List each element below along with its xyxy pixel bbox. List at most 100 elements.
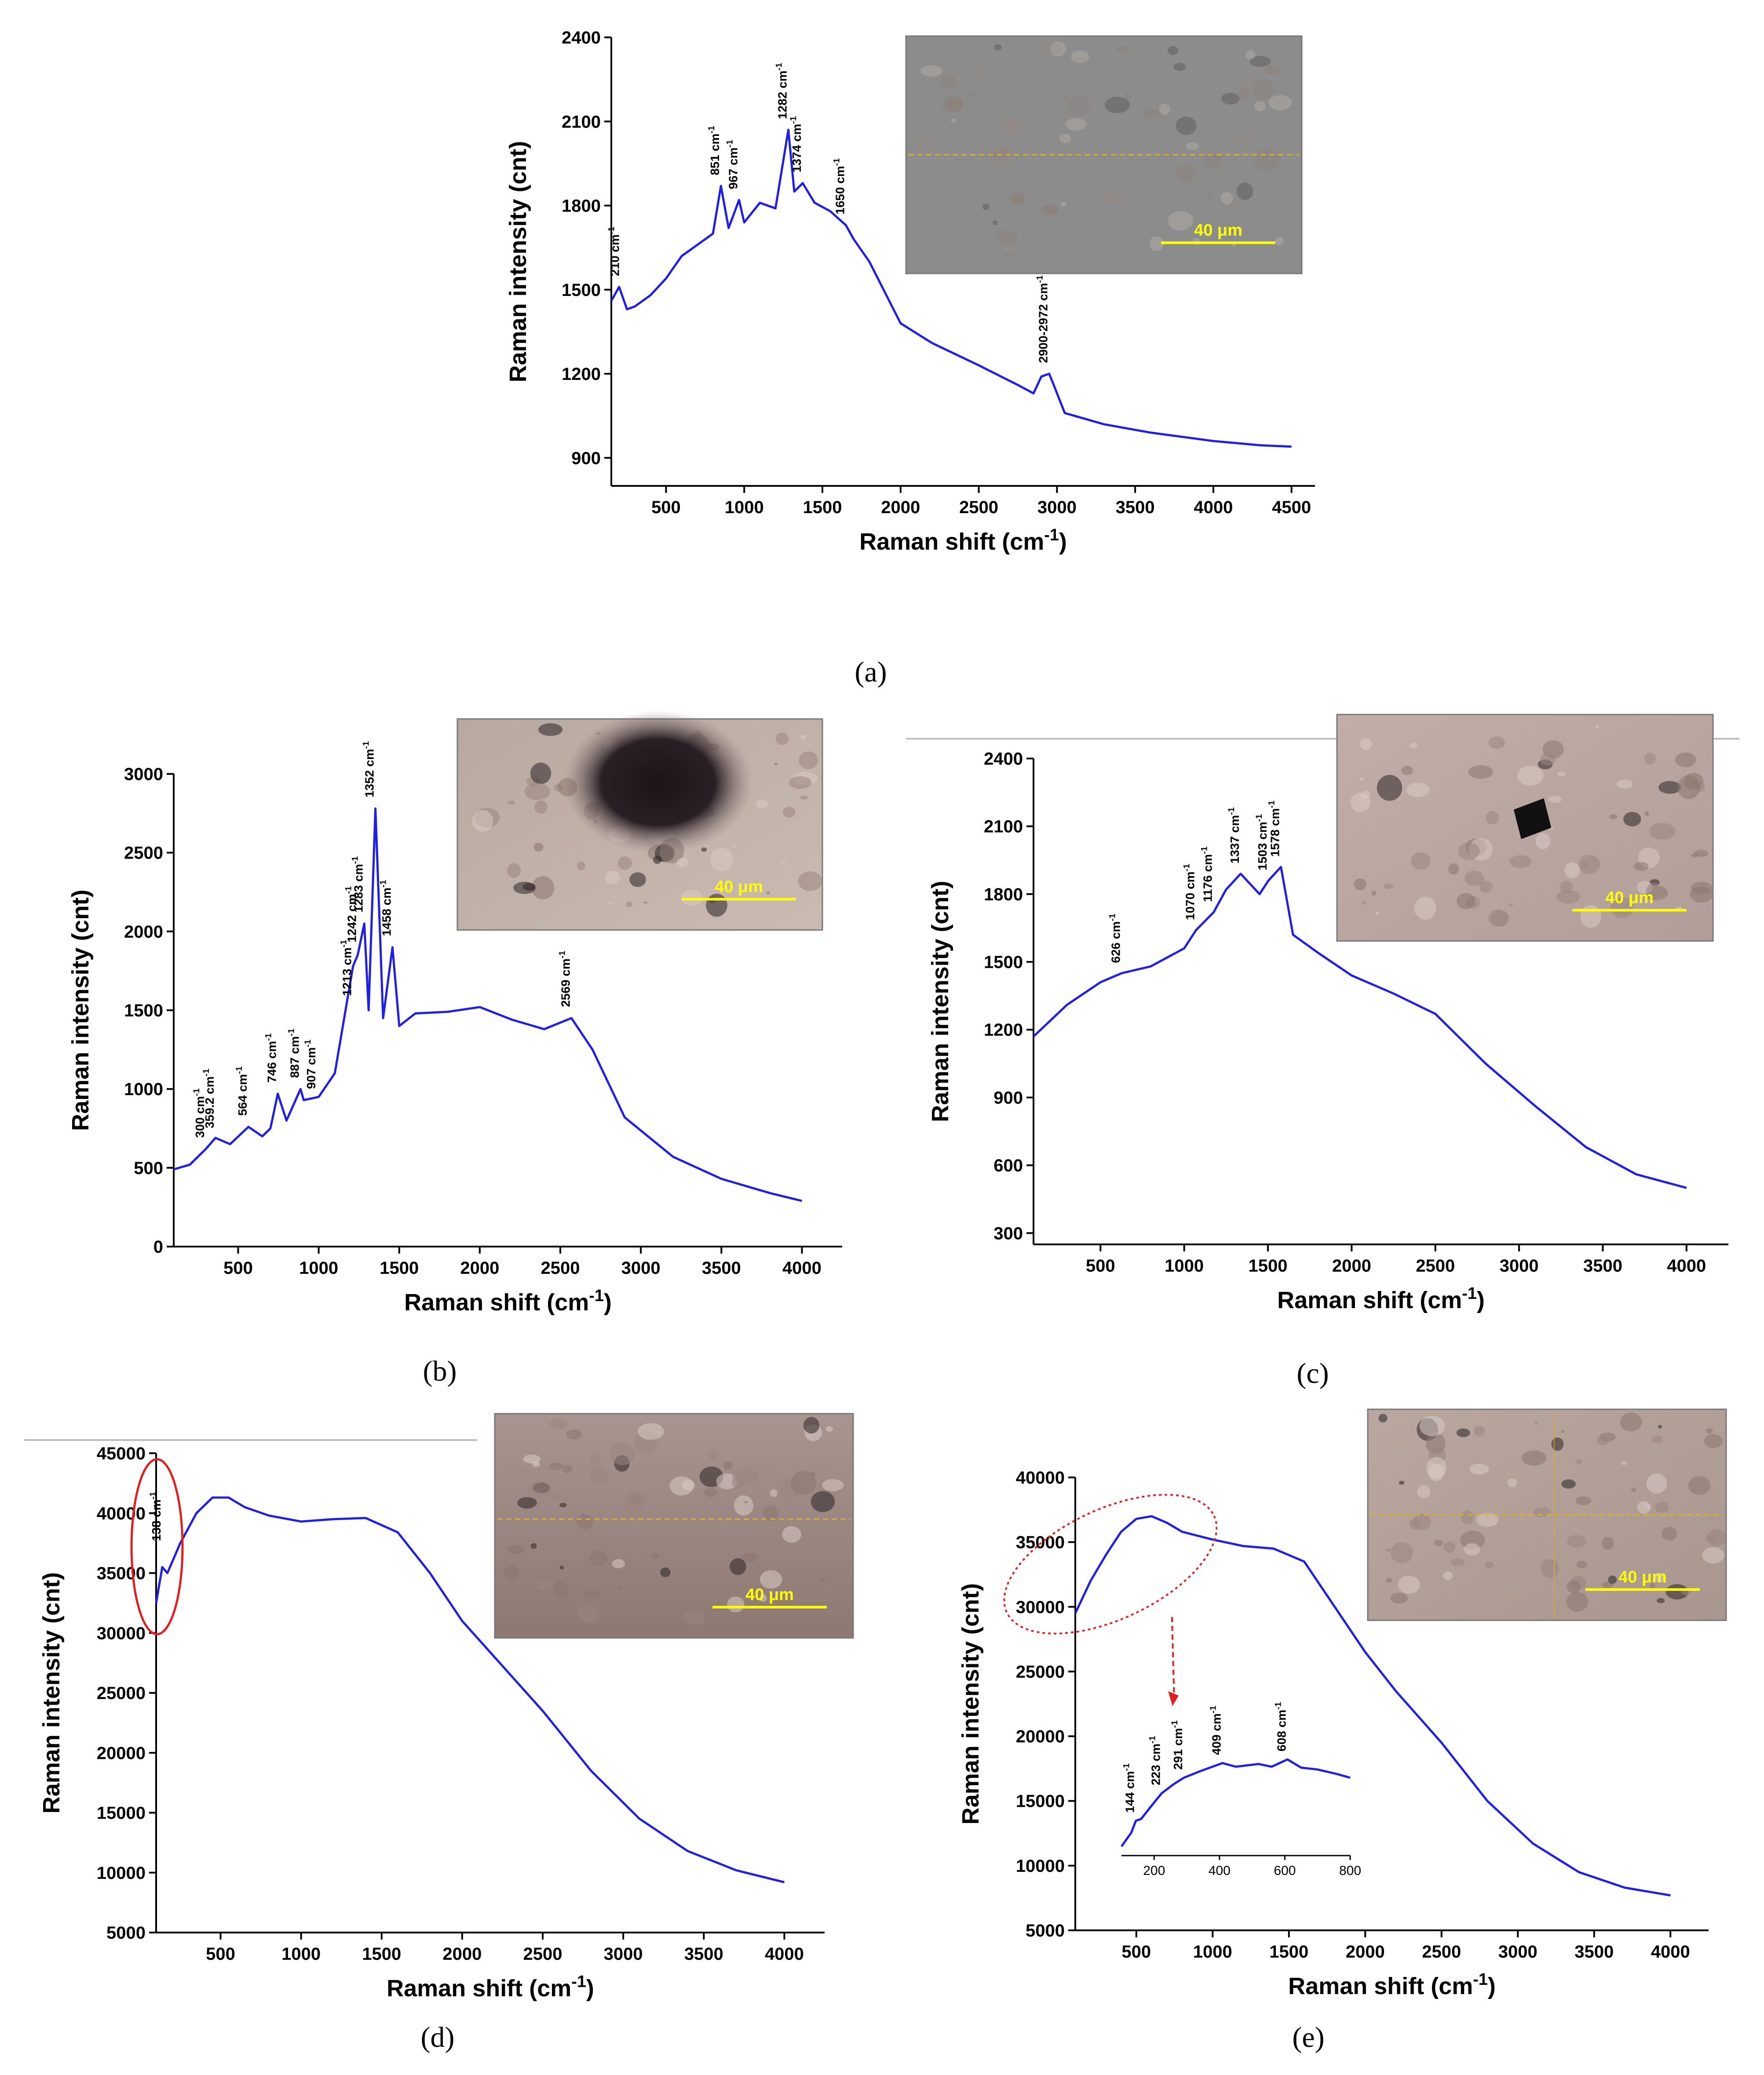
photo-speck — [1386, 1548, 1391, 1552]
scale-bar-label: 40 μm — [1605, 889, 1654, 907]
photo-speck — [1646, 1473, 1667, 1494]
photo-speck — [941, 97, 963, 113]
y-tick-label: 30000 — [1016, 1597, 1065, 1617]
photo-speck — [1390, 1593, 1408, 1604]
y-tick-label: 10000 — [1016, 1856, 1065, 1876]
x-tick-label: 500 — [206, 1944, 235, 1964]
photo-speck — [1535, 833, 1551, 850]
photo-speck — [1205, 153, 1223, 170]
x-axis-label: Raman shift (cm-1) — [387, 1973, 594, 2002]
y-axis-label: Raman intensity (cnt) — [927, 881, 953, 1122]
photo-speck — [533, 1505, 539, 1511]
photo-speck — [1469, 1463, 1489, 1475]
photo-speck — [1541, 1559, 1559, 1578]
photo-speck — [1385, 1578, 1392, 1583]
photo-speck — [1268, 95, 1292, 110]
y-tick-label: 35000 — [97, 1564, 146, 1583]
photo-speck — [1406, 782, 1430, 797]
photo-speck — [1022, 190, 1032, 197]
photo-speck — [1206, 194, 1213, 201]
photo-speck — [583, 1589, 600, 1600]
y-tick-label: 25000 — [1016, 1662, 1065, 1681]
photo-speck — [1410, 742, 1417, 748]
photo-speck — [1575, 1459, 1583, 1464]
x-tick-label: 2500 — [959, 498, 998, 517]
x-tick-label: 3500 — [684, 1944, 723, 1964]
x-tick-label: 4000 — [1667, 1256, 1706, 1276]
x-tick-label: 2000 — [1346, 1942, 1385, 1962]
peak-label: 1337 cm-1 — [1227, 807, 1242, 864]
y-tick-label: 1500 — [562, 281, 601, 300]
photo-speck — [734, 1495, 753, 1516]
photo-speck — [1248, 188, 1253, 191]
photo-speck — [1658, 781, 1681, 794]
photo-speck — [1240, 75, 1257, 93]
photo-speck — [1383, 883, 1394, 890]
photo-speck — [1576, 1561, 1587, 1568]
spectrum-line — [1033, 866, 1687, 1189]
photo-speck — [577, 1604, 600, 1623]
photo-speck — [732, 1468, 759, 1484]
y-tick-label: 500 — [134, 1159, 163, 1178]
photo-speck — [1620, 1412, 1642, 1432]
photo-speck — [507, 1545, 524, 1554]
x-tick-label: 2500 — [541, 1258, 580, 1278]
inset-photo: 40 μm — [1367, 1408, 1727, 1621]
photo-speck — [1399, 1481, 1405, 1485]
photo-speck — [707, 1449, 718, 1459]
peak-label: 907 cm-1 — [303, 1039, 318, 1089]
photo-speck — [723, 1461, 732, 1470]
highlight-ellipse — [130, 1458, 184, 1635]
zoom-inset: 200 400 600 800 144 cm-1 223 cm-1 291 cm-1 409 … — [1120, 1702, 1361, 1878]
photo-speck — [1460, 1530, 1485, 1550]
photo-speck — [1688, 1476, 1711, 1495]
photo-speck — [1413, 1513, 1431, 1531]
x-tick-label: 3000 — [1037, 498, 1077, 517]
photo-speck — [1533, 1507, 1551, 1517]
photo-speck — [1665, 1584, 1689, 1600]
x-tick-label: 3000 — [1498, 1942, 1538, 1962]
y-tick-label: 1200 — [562, 365, 601, 384]
inset-photo: 40 μm — [905, 35, 1303, 274]
photo-speck — [1580, 905, 1601, 928]
photo-speck — [1141, 125, 1146, 131]
x-tick-label: 1000 — [1193, 1942, 1232, 1962]
peak-label: 359.2 cm-1 — [201, 1068, 216, 1128]
y-tick-label: 20000 — [1016, 1727, 1065, 1747]
photo-speck — [1013, 192, 1025, 205]
x-tick-label: 1500 — [1269, 1942, 1308, 1962]
photo-speck — [1096, 172, 1100, 176]
y-tick-label: 2500 — [124, 843, 163, 863]
panel-label: (c) — [1297, 1357, 1329, 1389]
photo-speck — [1556, 890, 1580, 904]
photo-speck — [1050, 41, 1066, 57]
y-tick-label: 2000 — [124, 922, 163, 941]
photo-speck — [1508, 904, 1513, 907]
peak-label: 1282 cm-1 — [774, 63, 789, 119]
x-tick-label: 2000 — [442, 1944, 482, 1964]
x-tick-label: 2500 — [1422, 1942, 1461, 1962]
peak-label: 887 cm-1 — [286, 1028, 301, 1078]
photo-speck — [1143, 108, 1161, 120]
photo-speck — [1465, 870, 1484, 886]
photo-speck — [532, 1461, 540, 1467]
photo-frame — [494, 1413, 854, 1639]
photo-speck — [1398, 1575, 1420, 1594]
photo-speck — [1419, 1415, 1445, 1437]
panel-b: 500 1000 1500 2000 2500 3000 3500 4000 0 500 1000 1… — [67, 710, 842, 1387]
photo-speck — [1476, 1513, 1498, 1527]
peak-label: 1650 cm-1 — [832, 158, 847, 215]
peak-label: 223 cm-1 — [1147, 1736, 1162, 1785]
y-axis-label: Raman intensity (cnt) — [957, 1583, 984, 1824]
y-axis-label: Raman intensity (cnt) — [505, 141, 531, 382]
photo-speck — [680, 890, 703, 906]
photo-speck — [504, 1565, 520, 1581]
photo-speck — [775, 732, 789, 745]
photo-speck — [609, 902, 613, 905]
x-tick-label: 1500 — [380, 1258, 419, 1278]
x-axis-label: Raman shift (cm-1) — [1288, 1970, 1496, 1999]
y-tick-label: 30000 — [97, 1624, 146, 1643]
photo-speck — [629, 872, 646, 887]
photo-speck — [730, 1558, 746, 1575]
photo-speck — [1456, 1428, 1470, 1437]
